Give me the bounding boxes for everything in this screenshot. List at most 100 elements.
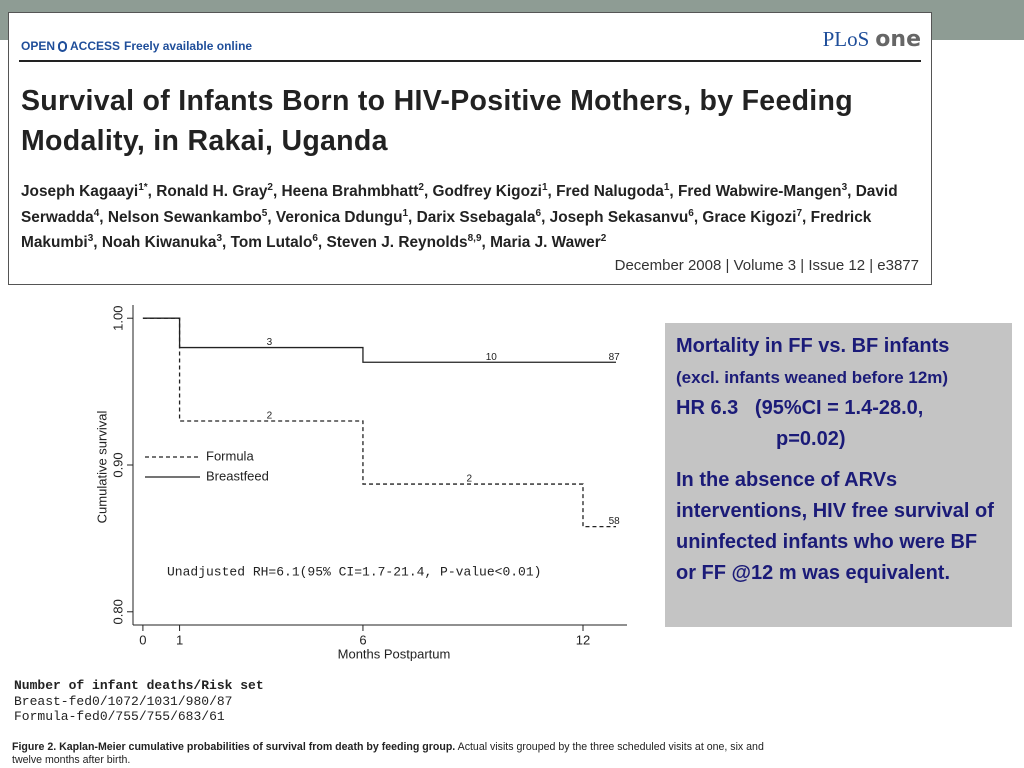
author-affil: 3 [87, 232, 94, 244]
author-name: Steven J. Reynolds [326, 234, 468, 251]
author-sep: , [547, 183, 552, 200]
x-axis-label: Months Postpartum [338, 646, 451, 661]
author-sep: , [222, 234, 227, 251]
x-tick-label: 0 [139, 632, 146, 647]
author-affil: 3 [841, 181, 848, 193]
author-sep: , [669, 183, 674, 200]
author-name: Godfrey Kigozi [432, 183, 542, 200]
table-cell: 5/68 [162, 709, 194, 724]
author-name: Maria J. Wawer [490, 234, 601, 251]
risk-annotation: 87 [609, 352, 621, 363]
paper-title: Survival of Infants Born to HIV-Positive… [21, 85, 853, 157]
author-sep: , [693, 208, 699, 226]
table-cell: 2/103 [131, 694, 171, 709]
author-sep: , [802, 208, 807, 226]
table-cell: 1/98 [170, 694, 202, 709]
legend-label: Breastfeed [206, 468, 269, 483]
survival-curve [142, 317, 616, 528]
open: OPEN [21, 39, 56, 53]
author-sep: , [317, 234, 323, 251]
risk-annotation: 3 [267, 337, 273, 348]
table-cell: 0/87 [201, 694, 233, 709]
risk-annotation: 58 [609, 516, 621, 527]
table-title: Number of infant deaths/Risk set [14, 678, 264, 693]
table-row: Breast-fed0/1072/1031/980/87 [14, 694, 264, 709]
author-affil: 6 [688, 207, 694, 219]
survival-curve [142, 317, 616, 363]
author-affil: 1* [138, 181, 148, 193]
risk-annotation: 2 [467, 474, 473, 485]
author-affil: 1 [402, 207, 409, 219]
box-line: Mortality in FF vs. BF infants [676, 335, 950, 357]
author-affil: 1 [663, 181, 670, 193]
table-cell: 3/61 [193, 709, 225, 724]
caption: Figure 2. Kaplan-Meier cumulative probab… [12, 741, 772, 767]
author-sep: , [541, 208, 546, 226]
author-name: Fred Nalugoda [556, 183, 664, 200]
author-name: Veronica Ddungu [275, 208, 403, 226]
author-sep: , [93, 234, 98, 251]
logo: PLoS one [823, 27, 921, 52]
author-name: Joseph Sekasanvu [549, 208, 689, 226]
author-affil: 6 [312, 232, 318, 244]
box-line: p=0.02) [776, 428, 846, 450]
author-affil: 2 [267, 181, 273, 193]
authors: Joseph Kagaayi1*, Ronald H. Gray2, Heena… [21, 179, 921, 256]
caption-bold: Figure 2. Kaplan-Meier cumulative probab… [12, 741, 456, 753]
free: Freely available online [124, 39, 253, 53]
author-affil: 5 [261, 207, 268, 219]
author-sep: , [99, 208, 104, 226]
author-name: Heena Brahmbhatt [281, 183, 419, 200]
paper-header: OPEN ACCESS Freely available online PLoS on… [8, 12, 932, 285]
risk-annotation: 2 [267, 410, 273, 421]
logo-plos: PLoS [822, 27, 870, 51]
author-name: Fredrick Makumbi [21, 208, 872, 252]
chart: 0.80 0.90 1.00 0 1 6 12 Cumulative survival Mont… [94, 305, 627, 661]
author-name: Noah Kiwanuka [101, 234, 217, 251]
y-tick-label: 0.90 [110, 452, 125, 477]
side-box: Mortality in FF vs. BF infants (excl. in… [665, 323, 1012, 627]
y-tick-label: 1.00 [110, 306, 125, 331]
table-cell: 5/75 [131, 709, 163, 724]
citation: December 2008 | Volume 3 | Issue 12 | e3… [614, 257, 919, 274]
author-name: Fred Wabwire-Mangen [677, 183, 842, 200]
open-access: OPEN ACCESS Freely available online [21, 39, 252, 53]
author-sep: , [481, 234, 486, 251]
author-sep: , [267, 208, 272, 226]
author-affil: 7 [796, 207, 803, 219]
author-affil: 2 [418, 181, 424, 193]
box-paragraph: In the absence of ARVs interventions, HI… [676, 469, 994, 584]
x-tick-label: 1 [176, 632, 183, 647]
author-affil: 3 [216, 232, 222, 244]
caption-text: Actual visits grouped by the three sched… [12, 741, 764, 766]
legend-label: Formula [206, 448, 254, 463]
author-name: Grace Kigozi [702, 208, 797, 226]
author-name: Nelson Sewankambo [107, 208, 262, 226]
y-axis-label: Cumulative survival [94, 411, 109, 524]
access: ACCESS [70, 39, 121, 53]
table-cell: Breast-fed [14, 694, 93, 709]
risk-annotation: 10 [486, 352, 498, 363]
author-name: Tom Lutalo [230, 234, 313, 251]
risk-table: Number of infant deaths/Risk set Breast-… [14, 678, 264, 724]
author-affil: 1 [541, 181, 548, 193]
logo-one: one [875, 27, 921, 52]
table-cell: 0/107 [92, 694, 132, 709]
table-row: Formula-fed0/755/755/683/61 [14, 709, 264, 724]
y-tick-label: 0.80 [110, 599, 125, 624]
author-name: David Serwadda [21, 183, 898, 226]
author-sep: , [272, 183, 278, 200]
note: Unadjusted RH=6.1(95% CI=1.7-21.4, P-val… [167, 564, 541, 579]
author-name: Ronald H. Gray [156, 183, 268, 200]
x-tick-label: 12 [576, 632, 590, 647]
author-name: Darix Ssebagala [416, 208, 536, 226]
author-affil: 8,9 [467, 232, 482, 244]
lock-icon [58, 41, 68, 52]
author-name: Joseph Kagaayi [21, 183, 139, 200]
author-affil: 4 [93, 207, 100, 219]
table-cell: Formula-fed [14, 709, 100, 724]
rule [19, 60, 921, 62]
x-tick-label: 6 [359, 632, 366, 647]
author-sep: , [847, 183, 852, 200]
